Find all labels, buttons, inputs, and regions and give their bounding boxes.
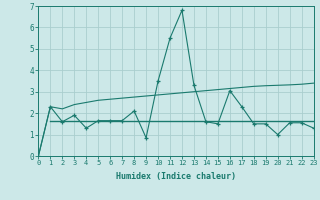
X-axis label: Humidex (Indice chaleur): Humidex (Indice chaleur) [116,172,236,181]
